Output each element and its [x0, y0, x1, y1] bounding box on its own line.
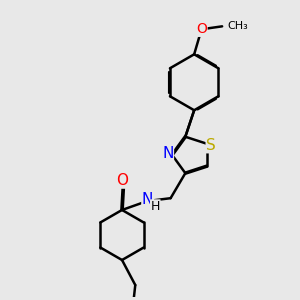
Text: O: O [196, 22, 207, 36]
Text: O: O [116, 173, 128, 188]
Text: S: S [206, 138, 216, 153]
Text: N: N [162, 146, 173, 161]
Text: N: N [142, 192, 153, 207]
Text: CH₃: CH₃ [227, 21, 248, 31]
Text: H: H [151, 200, 160, 213]
